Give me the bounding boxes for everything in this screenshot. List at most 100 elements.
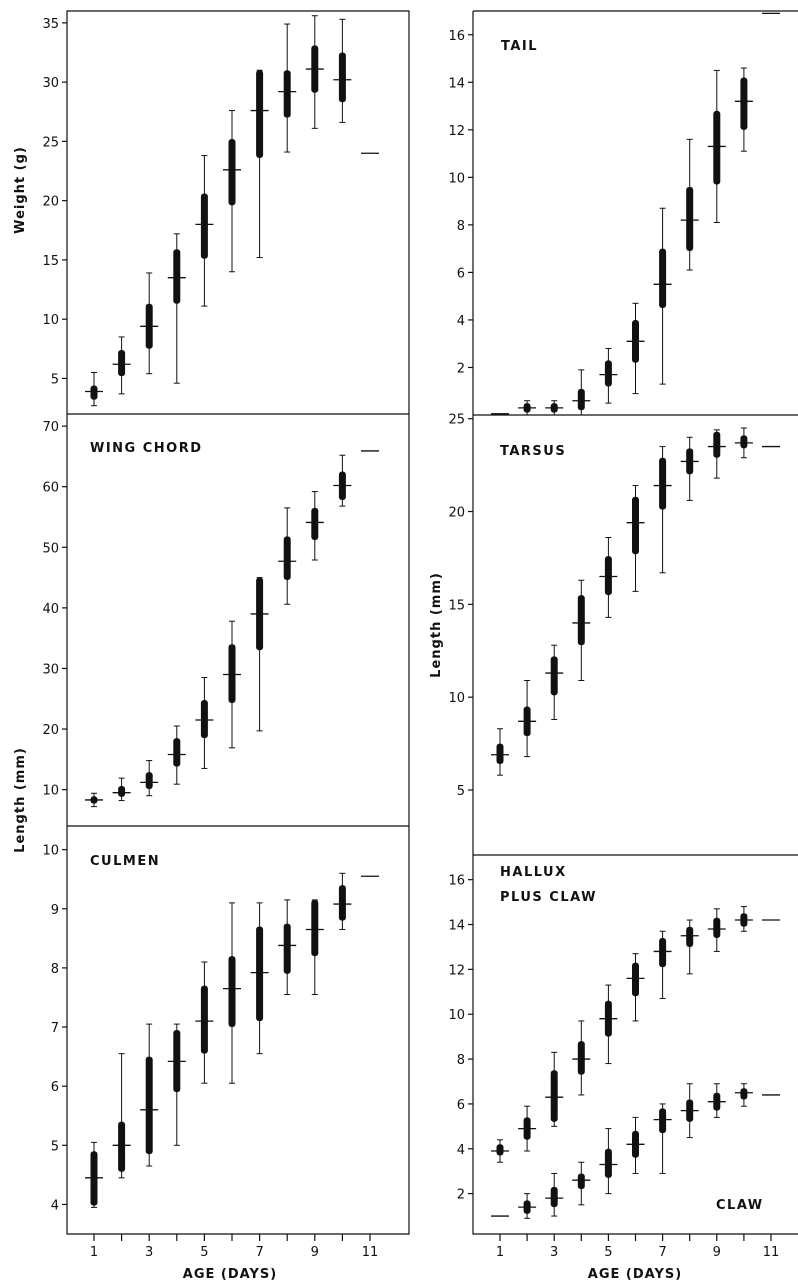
y-tick-label-tail: 2 xyxy=(457,361,465,376)
box-weight xyxy=(200,193,208,259)
x-axis-label-left: AGE (DAYS) xyxy=(183,1267,277,1282)
y-tick-label-wing: 40 xyxy=(42,602,59,617)
y-tick-label-tarsus: 10 xyxy=(448,691,465,706)
box-hallux xyxy=(550,1070,558,1122)
x-tick-label-left: 5 xyxy=(200,1245,208,1260)
box-wing xyxy=(311,507,319,541)
box-hallux-claw xyxy=(577,1173,585,1190)
box-culmen xyxy=(228,956,236,1028)
y-tick-label-tarsus: 5 xyxy=(457,784,465,799)
box-culmen xyxy=(145,1056,153,1155)
box-culmen xyxy=(118,1121,126,1172)
box-tarsus xyxy=(632,496,639,555)
y-tick-label-wing: 10 xyxy=(42,784,59,799)
box-weight xyxy=(118,349,126,377)
y-tick-label-weight: 30 xyxy=(42,76,59,91)
y-tick-label-culmen: 7 xyxy=(51,1021,59,1036)
box-hallux xyxy=(496,1144,504,1156)
x-tick-label-left: 9 xyxy=(311,1245,319,1260)
y-tick-label-weight: 5 xyxy=(51,372,59,387)
y-tick-label-culmen: 9 xyxy=(51,903,59,918)
y-axis-label-weight: Weight (g) xyxy=(13,146,28,234)
x-tick-label-right: 3 xyxy=(550,1245,558,1260)
box-tarsus xyxy=(713,431,721,458)
y-tick-label-hallux: 8 xyxy=(457,1053,465,1068)
box-tarsus xyxy=(659,457,667,510)
y-tick-label-hallux: 6 xyxy=(457,1098,465,1113)
y-tick-label-wing: 60 xyxy=(42,481,59,496)
box-hallux-claw xyxy=(659,1108,667,1134)
x-tick-label-right: 5 xyxy=(604,1245,612,1260)
y-tick-label-hallux: 16 xyxy=(448,874,465,889)
y-tick-label-weight: 15 xyxy=(42,254,59,269)
x-tick-label-right: 7 xyxy=(658,1245,666,1260)
panel-wing xyxy=(62,425,379,808)
y-axis-label-tarsus: Length (mm) xyxy=(429,572,444,678)
x-tick-label-right: 11 xyxy=(763,1245,780,1260)
right-column-frame xyxy=(472,10,798,1235)
x-tick-label-left: 11 xyxy=(362,1245,379,1260)
box-tail xyxy=(713,110,721,185)
box-wing xyxy=(283,536,291,581)
panel-title-hallux: HALLUX xyxy=(500,865,567,880)
panel-title-tail: TAIL xyxy=(501,39,538,54)
y-tick-label-tail: 16 xyxy=(448,29,465,44)
panel-weight xyxy=(62,15,379,407)
panel-tarsus xyxy=(468,418,780,791)
box-culmen xyxy=(256,926,264,1022)
x-tick-label-left: 3 xyxy=(145,1245,153,1260)
y-tick-label-culmen: 6 xyxy=(51,1080,59,1095)
y-tick-label-hallux: 2 xyxy=(457,1188,465,1203)
y-tick-label-tarsus: 25 xyxy=(448,413,465,428)
y-tick-label-tail: 10 xyxy=(448,171,465,186)
box-culmen xyxy=(200,985,208,1054)
box-tarsus xyxy=(496,743,504,765)
x-tick-label-left: 1 xyxy=(90,1245,98,1260)
box-tarsus xyxy=(604,556,612,596)
y-tick-label-hallux: 4 xyxy=(457,1143,465,1158)
panel-title-culmen: CULMEN xyxy=(90,854,160,869)
y-tick-label-wing: 50 xyxy=(42,541,59,556)
box-hallux-claw xyxy=(740,1088,748,1100)
box-weight xyxy=(173,249,181,304)
box-culmen xyxy=(338,885,346,921)
panel-title-line2-hallux: PLUS CLAW xyxy=(500,890,597,905)
y-tick-label-culmen: 8 xyxy=(51,962,59,977)
y-tick-label-weight: 35 xyxy=(42,17,59,32)
box-tail xyxy=(604,360,612,387)
y-tick-label-tail: 4 xyxy=(457,314,465,329)
box-hallux-claw xyxy=(604,1148,612,1178)
box-tarsus xyxy=(550,656,558,696)
panel-title-tarsus: TARSUS xyxy=(500,444,566,459)
y-tick-label-tarsus: 15 xyxy=(448,598,465,613)
y-tick-label-weight: 20 xyxy=(42,195,59,210)
box-culmen xyxy=(311,899,319,957)
series-label-claw: CLAW xyxy=(716,1198,764,1213)
box-hallux xyxy=(659,937,667,968)
box-culmen xyxy=(283,923,291,974)
y-tick-label-tail: 12 xyxy=(448,124,465,139)
y-tick-label-culmen: 5 xyxy=(51,1139,59,1154)
y-tick-label-tail: 14 xyxy=(448,76,465,91)
box-weight xyxy=(338,52,346,103)
box-hallux xyxy=(632,962,639,997)
x-tick-label-right: 1 xyxy=(496,1245,504,1260)
chart-marks xyxy=(62,12,780,1241)
box-weight xyxy=(228,139,236,206)
y-tick-label-tail: 6 xyxy=(457,266,465,281)
y-tick-label-tarsus: 20 xyxy=(448,506,465,521)
y-tick-label-weight: 10 xyxy=(42,313,59,328)
box-weight xyxy=(283,70,291,118)
panel-title-wing: WING CHORD xyxy=(90,441,203,456)
box-tarsus xyxy=(740,435,748,449)
box-wing xyxy=(200,699,208,739)
box-tail xyxy=(740,77,748,130)
y-tick-label-wing: 20 xyxy=(42,723,59,738)
box-wing xyxy=(145,772,153,790)
y-tick-label-weight: 25 xyxy=(42,135,59,150)
x-axis-label-right: AGE (DAYS) xyxy=(588,1267,682,1282)
y-tick-label-wing: 70 xyxy=(42,420,59,435)
y-tick-label-hallux: 10 xyxy=(448,1008,465,1023)
box-weight xyxy=(256,70,264,158)
x-tick-label-right: 9 xyxy=(713,1245,721,1260)
